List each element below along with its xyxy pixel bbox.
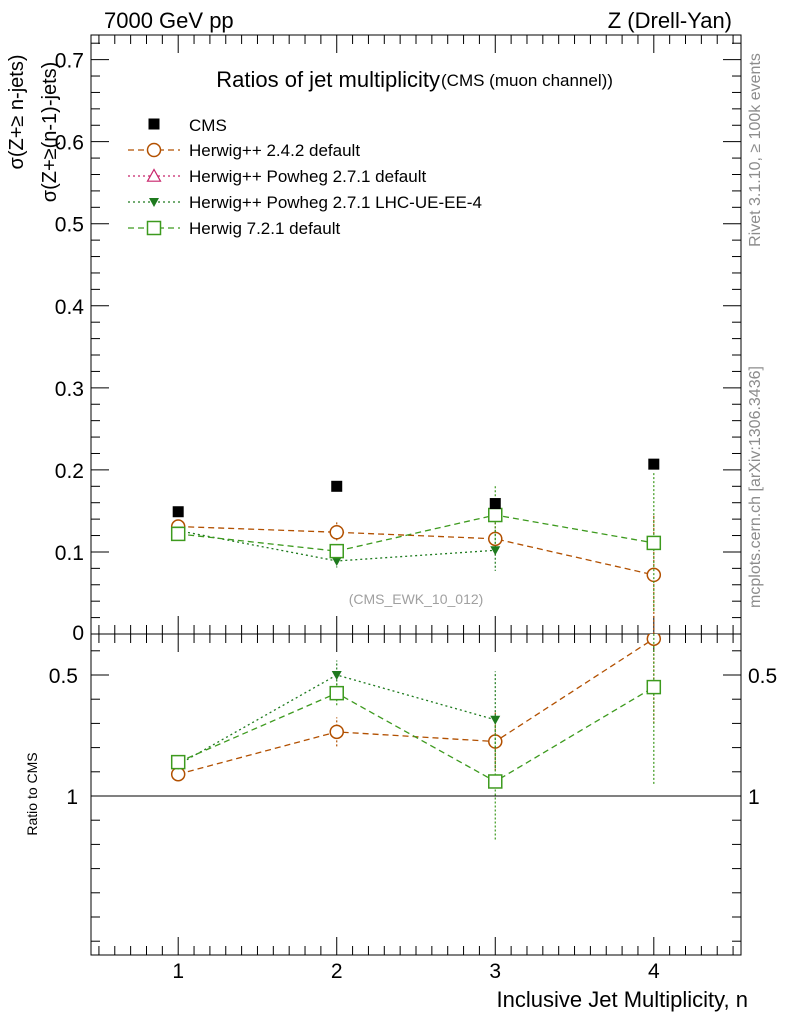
ratio-plot-frame [90, 633, 742, 956]
data-point-ratio [170, 754, 186, 770]
x-tick-label: 1 [172, 960, 184, 983]
data-point-ratio [329, 685, 344, 701]
data-point-main [488, 507, 503, 523]
rivet-version-label: Rivet 3.1.10, ≥ 100k events [747, 53, 764, 247]
legend-item-1: Herwig++ Powheg 2.7.1 default [128, 167, 426, 186]
data-point-ratio [331, 671, 342, 680]
data-point-main [331, 556, 342, 566]
x-tick-label: 2 [331, 960, 343, 983]
y-axis-label-denominator: σ(Z+≥(n-1)-jets) [39, 62, 61, 203]
reference-points [172, 458, 660, 518]
series-line-main [178, 525, 654, 576]
y-tick-label: 0.5 [55, 214, 84, 237]
data-point-ratio [490, 715, 501, 725]
legend-label: Herwig++ 2.4.2 default [189, 141, 360, 160]
series-main-3 [170, 473, 662, 613]
data-point-main [170, 526, 186, 542]
y-zero-tick-label: 0 [72, 622, 84, 645]
legend-label: Herwig++ Powheg 2.7.1 LHC-UE-EE-4 [189, 193, 482, 212]
data-point-main [329, 543, 344, 559]
series-ratio-3 [170, 634, 662, 840]
legend-marker [149, 198, 159, 207]
data-point-ratio [646, 679, 662, 695]
legend-item-3: Herwig 7.2.1 default [128, 219, 340, 238]
data-point-ratio [488, 774, 503, 789]
y-tick-label: 0.7 [55, 50, 84, 73]
header-left-label: 7000 GeV pp [104, 8, 234, 33]
data-point-main [329, 525, 344, 540]
legend-item-0: Herwig++ 2.4.2 default [128, 141, 360, 160]
data-point-main [646, 535, 662, 551]
ratio-tick-label-right: 0.5 [748, 665, 777, 688]
data-point-main [490, 546, 501, 556]
ratio-tick-label-left: 0.5 [49, 665, 78, 688]
y-tick-label: 0.4 [55, 296, 85, 319]
analysis-id-label: (CMS_EWK_10_012) [349, 591, 484, 607]
y-tick-label: 0.3 [55, 378, 84, 401]
ratio-tick-label-right: 1 [748, 786, 760, 809]
y-axis-label-numerator: σ(Z+≥ n-jets) [6, 55, 28, 170]
series-ratio-2 [173, 660, 501, 770]
cms-data-point [648, 458, 660, 470]
y-tick-label: 0.2 [55, 460, 84, 483]
cms-data-point [331, 480, 343, 492]
chart-title: Ratios of jet multiplicity [216, 67, 440, 92]
x-axis-label: Inclusive Jet Multiplicity, n [497, 987, 748, 1012]
legend-label-cms: CMS [189, 116, 227, 135]
legend-marker-cms [148, 118, 160, 130]
legend-marker [146, 220, 162, 236]
legend-marker [146, 168, 162, 182]
mcplots-credit-label: mcplots.cern.ch [arXiv:1306.3436] [747, 366, 764, 608]
legend-marker [146, 142, 162, 158]
cms-data-point [172, 506, 184, 518]
data-point-ratio [170, 766, 186, 782]
series-line-ratio [177, 674, 496, 766]
cms-data-point [489, 498, 501, 510]
legend-item-2: Herwig++ Powheg 2.7.1 LHC-UE-EE-4 [128, 193, 482, 212]
series-line-ratio [178, 638, 655, 775]
y-tick-label: 0.1 [55, 542, 84, 565]
series-line-main [178, 514, 654, 552]
series-line-ratio [177, 686, 655, 783]
ratio-axis-label: Ratio to CMS [24, 752, 40, 835]
x-tick-label: 4 [648, 960, 660, 983]
y-tick-label: 0.6 [55, 132, 84, 155]
legend-label: Herwig 7.2.1 default [189, 219, 340, 238]
chart-subtitle: (CMS (muon channel)) [441, 71, 613, 90]
ratio-tick-label-left: 1 [66, 786, 78, 809]
x-tick-label: 3 [489, 960, 501, 983]
legend-label: Herwig++ Powheg 2.7.1 default [189, 167, 426, 186]
series-ratio-0 [170, 634, 662, 782]
header-right-label: Z (Drell-Yan) [608, 8, 732, 33]
data-point-ratio [329, 724, 344, 740]
legend-item-cms: CMS [148, 116, 227, 135]
